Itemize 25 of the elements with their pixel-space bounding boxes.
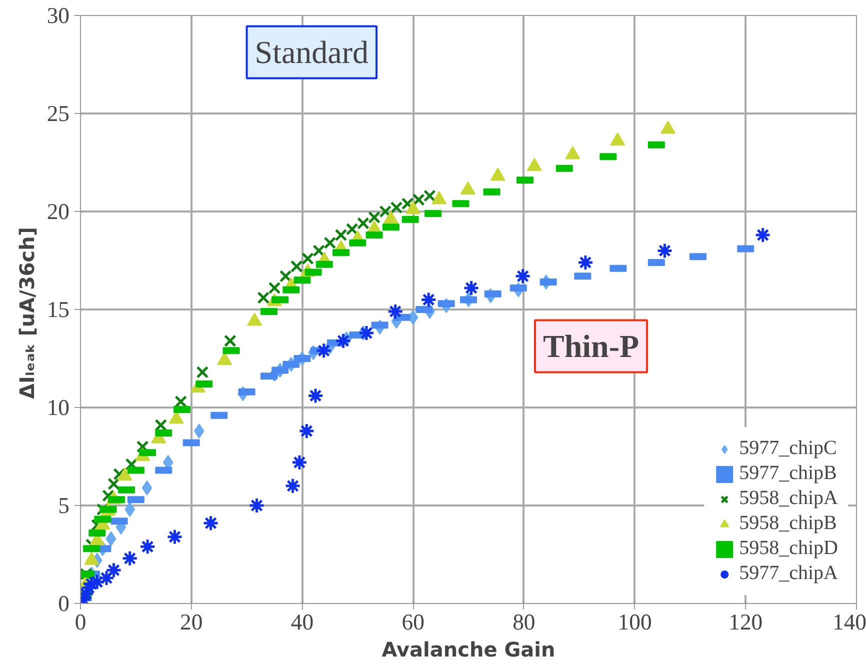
y-tick-label: 5 xyxy=(58,493,70,518)
x-tick-label: 120 xyxy=(728,610,763,634)
annotation: Thin-P xyxy=(543,328,640,364)
y-axis-title: ΔIₗₑₐₖ [uA/36ch] xyxy=(14,226,39,399)
legend-label: 5977_chipC xyxy=(739,437,837,460)
legend-label: 5977_chipA xyxy=(739,562,838,585)
legend-label: 5958_chipD xyxy=(739,537,838,560)
x-tick-label: 80 xyxy=(512,610,536,634)
x-axis-title: Avalanche Gain xyxy=(382,638,556,662)
y-tick-label: 25 xyxy=(46,101,70,126)
legend-label: 5977_chipB xyxy=(739,462,837,485)
x-tick-label: 100 xyxy=(618,610,652,634)
x-tick-label: 20 xyxy=(180,610,203,634)
annotation: Standard xyxy=(254,34,369,70)
x-tick-label: 60 xyxy=(402,610,424,634)
x-tick-label: 0 xyxy=(74,610,86,634)
legend-label: 5958_chipA xyxy=(739,487,838,510)
y-tick-label: 10 xyxy=(46,395,70,420)
legend-label: 5958_chipB xyxy=(739,512,837,535)
y-tick-label: 30 xyxy=(46,3,70,28)
y-tick-label: 15 xyxy=(46,297,70,322)
x-tick-label: 140 xyxy=(832,610,866,634)
y-tick-label: 0 xyxy=(58,591,70,616)
x-tick-label: 40 xyxy=(290,610,314,634)
y-tick-label: 20 xyxy=(46,199,70,224)
